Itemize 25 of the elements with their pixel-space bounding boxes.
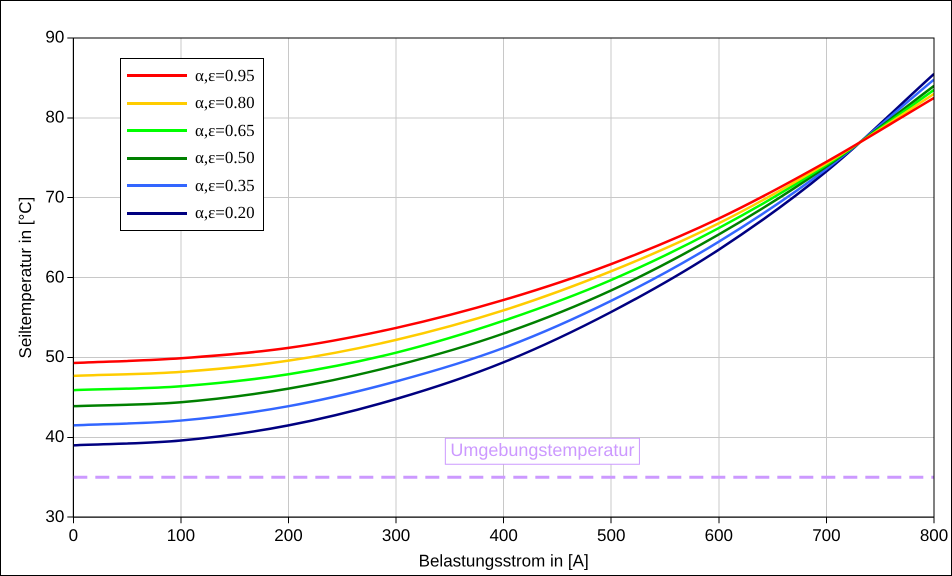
- y-tick-label: 30: [45, 506, 64, 526]
- x-tick-label: 200: [274, 526, 303, 546]
- legend-label: α,ε=0.80: [195, 93, 255, 114]
- y-tick-label: 50: [45, 347, 64, 366]
- legend-label: α,ε=0.65: [195, 120, 255, 141]
- y-tick-label: 60: [45, 267, 64, 286]
- x-tick-label: 700: [812, 526, 841, 546]
- x-tick-label: 100: [166, 526, 196, 546]
- y-tick-label: 80: [45, 108, 64, 127]
- x-axis-title: Belastungsstrom in [A]: [418, 551, 589, 570]
- legend-label: α,ε=0.20: [195, 203, 255, 224]
- x-tick-label: 300: [382, 526, 410, 546]
- x-tick-label: 800: [920, 526, 948, 546]
- x-tick-label: 500: [597, 526, 626, 546]
- x-tick-label: 600: [704, 526, 734, 546]
- y-axis-title: Seiltemperatur in [°C]: [16, 196, 35, 358]
- legend-label: α,ε=0.95: [195, 66, 255, 86]
- legend-label: α,ε=0.50: [195, 148, 255, 168]
- y-tick-label: 40: [45, 427, 64, 446]
- x-tick-label: 0: [68, 526, 78, 546]
- y-tick-label: 70: [45, 187, 64, 206]
- legend-label: α,ε=0.35: [195, 176, 255, 196]
- ref-line-label: Umgebungstemperatur: [450, 440, 634, 460]
- y-tick-label: 90: [45, 28, 64, 47]
- x-tick-label: 400: [489, 526, 518, 546]
